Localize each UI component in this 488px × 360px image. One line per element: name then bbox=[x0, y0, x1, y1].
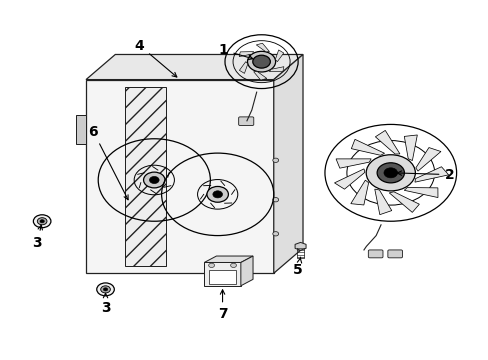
Circle shape bbox=[366, 155, 414, 191]
FancyBboxPatch shape bbox=[238, 117, 253, 126]
Polygon shape bbox=[374, 189, 391, 215]
Circle shape bbox=[383, 168, 397, 178]
Circle shape bbox=[272, 231, 278, 236]
Polygon shape bbox=[334, 169, 364, 189]
Polygon shape bbox=[256, 43, 269, 52]
Polygon shape bbox=[375, 130, 399, 154]
Polygon shape bbox=[273, 54, 303, 273]
Polygon shape bbox=[269, 67, 284, 72]
Polygon shape bbox=[275, 50, 283, 62]
Circle shape bbox=[103, 288, 107, 291]
Text: 6: 6 bbox=[88, 125, 128, 200]
Circle shape bbox=[143, 172, 164, 188]
Polygon shape bbox=[241, 256, 252, 286]
Circle shape bbox=[208, 263, 214, 267]
Polygon shape bbox=[204, 256, 252, 262]
Circle shape bbox=[272, 198, 278, 202]
Circle shape bbox=[272, 158, 278, 162]
Polygon shape bbox=[76, 116, 86, 144]
Circle shape bbox=[40, 220, 44, 223]
FancyBboxPatch shape bbox=[209, 270, 236, 284]
FancyBboxPatch shape bbox=[125, 87, 166, 266]
Text: 2: 2 bbox=[396, 168, 453, 182]
Circle shape bbox=[101, 286, 110, 293]
Text: 3: 3 bbox=[32, 225, 42, 250]
FancyBboxPatch shape bbox=[387, 250, 402, 258]
Circle shape bbox=[247, 51, 275, 72]
Polygon shape bbox=[335, 159, 370, 168]
Polygon shape bbox=[415, 148, 440, 171]
Polygon shape bbox=[253, 72, 266, 80]
Polygon shape bbox=[414, 167, 447, 182]
Polygon shape bbox=[204, 262, 241, 286]
Polygon shape bbox=[86, 80, 273, 273]
Polygon shape bbox=[350, 139, 384, 155]
Polygon shape bbox=[294, 242, 305, 250]
Circle shape bbox=[230, 263, 236, 267]
Polygon shape bbox=[239, 62, 247, 73]
Circle shape bbox=[252, 55, 270, 68]
Text: 3: 3 bbox=[101, 293, 110, 315]
Text: 5: 5 bbox=[293, 257, 303, 276]
Circle shape bbox=[206, 186, 228, 202]
Text: 7: 7 bbox=[217, 290, 227, 321]
Circle shape bbox=[37, 218, 47, 225]
Text: 4: 4 bbox=[135, 39, 177, 77]
Circle shape bbox=[149, 176, 159, 184]
Polygon shape bbox=[388, 192, 419, 212]
Polygon shape bbox=[239, 51, 253, 57]
Circle shape bbox=[33, 215, 51, 228]
Circle shape bbox=[97, 283, 114, 296]
Polygon shape bbox=[350, 180, 368, 205]
Circle shape bbox=[376, 163, 404, 183]
Polygon shape bbox=[86, 54, 303, 80]
Polygon shape bbox=[404, 135, 416, 161]
FancyBboxPatch shape bbox=[367, 250, 382, 258]
Text: 1: 1 bbox=[218, 43, 252, 60]
Circle shape bbox=[212, 191, 222, 198]
Polygon shape bbox=[404, 188, 437, 198]
